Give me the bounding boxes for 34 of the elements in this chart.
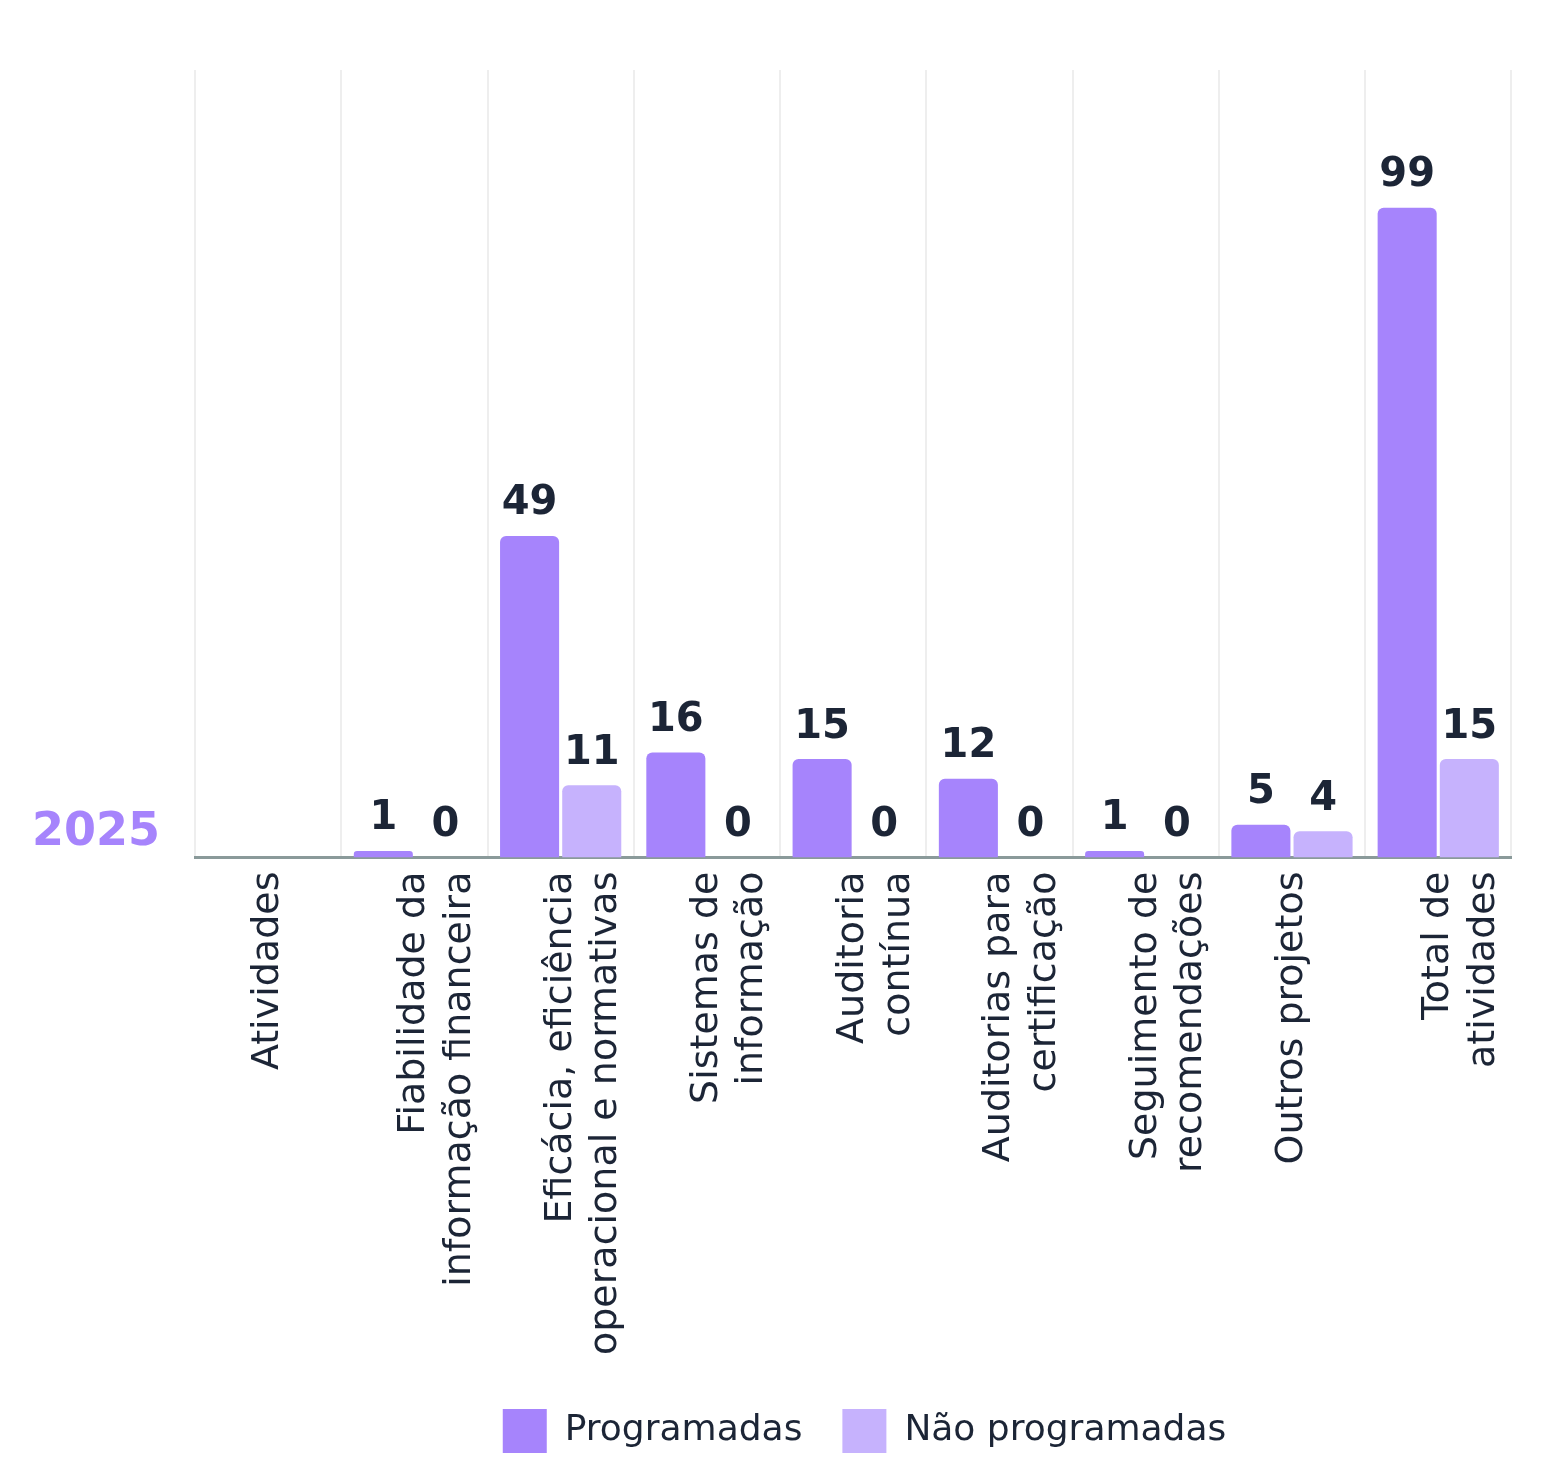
bar [646, 752, 706, 858]
data-label: 0 [724, 798, 752, 845]
data-label: 12 [940, 720, 997, 767]
data-label: 0 [1016, 798, 1045, 845]
data-label: 1 [369, 792, 398, 839]
bar [1439, 759, 1499, 858]
legend-label: Não programadas [904, 1407, 1227, 1449]
bar [1293, 831, 1353, 858]
data-label: 15 [1441, 700, 1498, 747]
data-label: 5 [1246, 766, 1275, 813]
bar [500, 535, 560, 858]
data-label: 1 [1100, 792, 1129, 839]
data-label: 4 [1309, 772, 1337, 819]
data-label: 15 [794, 700, 850, 747]
data-label: 0 [1162, 798, 1191, 845]
data-label: 49 [501, 477, 558, 524]
data-label: 0 [870, 798, 899, 845]
bar [792, 759, 852, 858]
bar [1377, 207, 1437, 858]
x-tick-label: Fiabilidade da informação financeira [389, 871, 479, 1287]
bar [1085, 851, 1145, 858]
bar [562, 785, 622, 858]
x-tick-label: Atividades [243, 871, 288, 1071]
bar [353, 851, 413, 858]
y-axis-title: 2025 [32, 801, 161, 856]
data-label: 0 [431, 798, 460, 845]
x-tick-label: Outros projetos [1266, 871, 1311, 1165]
x-tick-label: Total de atividades [1413, 871, 1503, 1069]
legend-label: Programadas [564, 1407, 803, 1449]
data-label: 16 [648, 693, 704, 740]
data-label: 99 [1379, 149, 1435, 196]
bar [1231, 824, 1291, 858]
data-label: 11 [563, 726, 620, 773]
bar [938, 778, 998, 858]
